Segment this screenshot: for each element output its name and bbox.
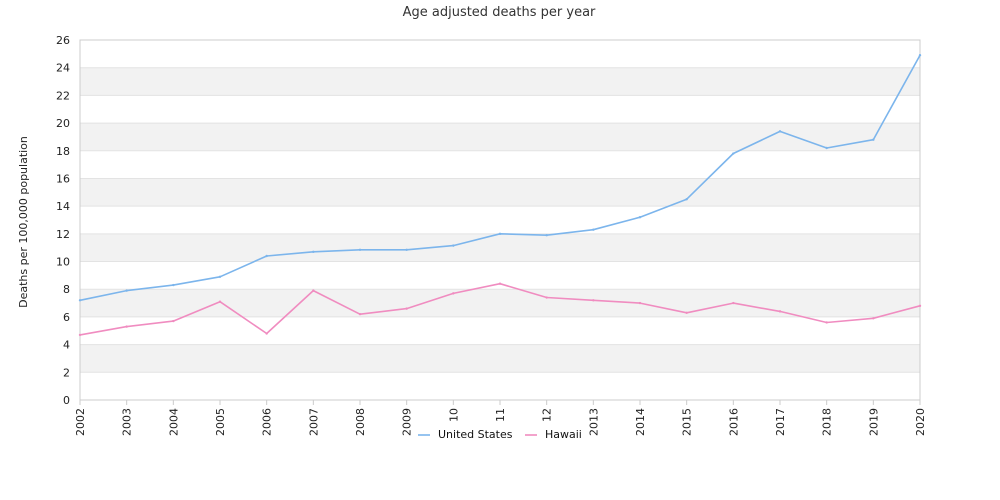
y-tick-label: 22 [56,89,70,102]
x-tick-label: 2008 [354,408,367,436]
data-point [918,304,922,308]
x-tick-label: 2007 [307,408,320,436]
x-tick-label: 2019 [867,408,880,436]
data-point [218,275,222,278]
data-point [405,248,408,251]
x-tick-label: 2017 [774,408,787,436]
y-tick-label: 14 [56,200,70,213]
data-point [685,311,688,314]
legend-item[interactable]: Hawaii [525,428,582,441]
x-tick-label: 2005 [214,408,227,436]
data-point [265,254,268,258]
x-tick-label: 2004 [167,408,180,436]
data-point [125,325,128,328]
x-tick-label: 2014 [634,408,647,436]
data-point [312,250,315,254]
data-point [312,289,315,292]
y-tick-label: 4 [63,339,70,352]
data-point [778,310,782,313]
grid-band [80,123,920,151]
x-tick-label: 2006 [261,408,274,436]
data-point [78,299,82,302]
data-point [825,321,828,324]
x-tick-label: 2016 [727,408,740,436]
data-point [498,282,502,285]
y-tick-label: 20 [56,117,70,130]
data-point [452,244,455,247]
grid-band [80,233,920,262]
data-point [545,234,548,237]
data-point [405,307,408,310]
data-point [592,299,595,302]
x-tick-label: 2015 [681,408,694,436]
x-axis-ticks: 2002 2003 2004 2005 2006 2007 2008 2009 10 11 12 20… [74,400,927,436]
data-point [545,296,548,299]
y-tick-label: 2 [63,366,70,379]
data-point [872,138,875,141]
grid-band [80,67,920,96]
data-point [778,130,782,133]
data-point [218,300,222,303]
x-tick-label: 2002 [74,408,87,436]
x-tick-label: 2009 [401,408,414,436]
y-tick-label: 10 [56,256,70,269]
grid-band [80,178,920,207]
y-tick-label: 8 [63,283,70,296]
grid-band [80,344,920,373]
legend-label: United States [438,428,513,441]
data-point [872,317,875,320]
y-tick-label: 6 [63,311,70,324]
data-point [172,319,175,323]
data-point [638,301,642,305]
y-axis-title: Deaths per 100,000 population [17,136,30,308]
data-point [825,146,828,150]
y-tick-label: 0 [63,394,70,407]
data-point [125,289,128,292]
data-point [638,216,642,219]
data-point [592,228,595,231]
data-point [358,312,362,316]
data-point [918,54,922,57]
x-tick-label: 2018 [821,408,834,436]
x-tick-label: 10 [447,408,460,422]
data-point [452,292,455,295]
grid-band [80,289,920,317]
data-point [732,152,735,155]
data-point [685,198,688,201]
x-tick-label: 2013 [587,408,600,436]
y-tick-label: 18 [56,145,70,158]
legend-label: Hawaii [545,428,582,441]
y-tick-label: 16 [56,172,70,185]
y-tick-label: 26 [56,34,70,47]
y-tick-label: 12 [56,228,70,241]
series-lines [78,54,922,337]
x-tick-label: 2020 [914,408,927,436]
data-point [172,283,175,287]
data-point [498,232,502,236]
legend-item[interactable]: United States [418,428,513,441]
x-tick-label: 12 [541,408,554,422]
x-tick-label: 2003 [121,408,134,436]
x-tick-label: 11 [494,408,507,422]
legend[interactable]: United States Hawaii [418,428,582,441]
grid-bands [80,67,920,373]
data-point [732,301,735,305]
y-tick-label: 24 [56,62,70,75]
data-point [358,248,362,251]
data-point [265,332,268,335]
data-point [78,333,82,337]
chart-title: Age adjusted deaths per year [403,5,596,20]
